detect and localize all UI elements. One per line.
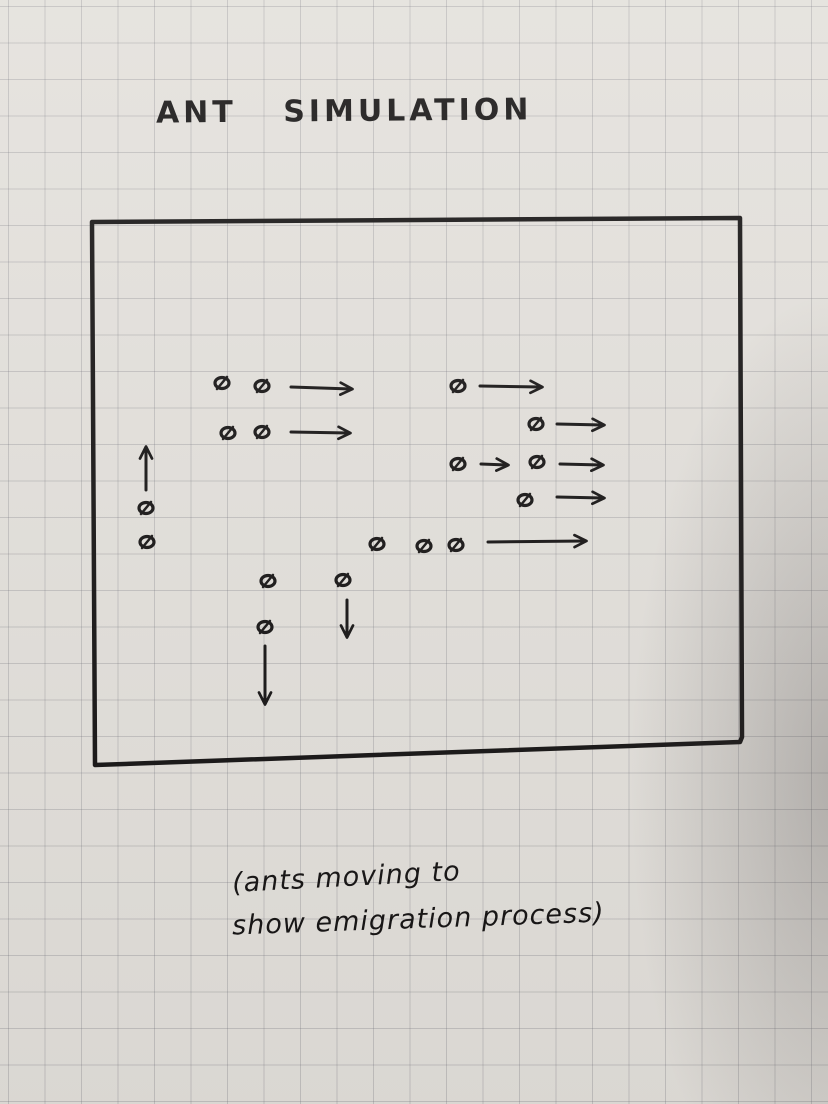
ant-icon bbox=[256, 619, 274, 635]
ant-icon bbox=[368, 536, 386, 552]
ant-icon bbox=[516, 492, 534, 508]
arrow-icon bbox=[558, 457, 605, 473]
ant-icon bbox=[213, 375, 231, 391]
arrow-icon bbox=[479, 457, 510, 472]
ant-icon bbox=[253, 424, 271, 440]
arrow-icon bbox=[289, 425, 352, 441]
arrow-icon bbox=[555, 417, 606, 433]
ants-group bbox=[137, 375, 546, 635]
ant-icon bbox=[415, 538, 433, 554]
ant-icon bbox=[219, 425, 237, 441]
ant-icon bbox=[528, 454, 546, 470]
arrow-icon bbox=[486, 533, 588, 549]
ant-icon bbox=[447, 537, 465, 553]
arrows-group bbox=[138, 379, 606, 706]
arrow-icon bbox=[289, 381, 354, 396]
ant-icon bbox=[137, 500, 155, 516]
ant-icon bbox=[449, 378, 467, 394]
ant-icon bbox=[449, 456, 467, 472]
ant-icon bbox=[527, 416, 545, 432]
ant-icon bbox=[334, 572, 352, 588]
ant-icon bbox=[253, 378, 271, 394]
arrow-icon bbox=[555, 490, 606, 506]
simulation-frame bbox=[89, 215, 745, 768]
arrow-icon bbox=[478, 379, 544, 395]
ant-icon bbox=[259, 573, 277, 589]
ant-icon bbox=[138, 534, 156, 550]
